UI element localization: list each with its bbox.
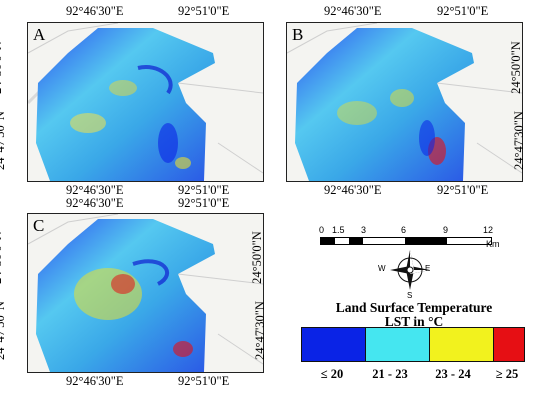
panel-letter-b: B — [292, 25, 304, 44]
lon-label-a-bottom-left: 92°46'30"E — [66, 183, 124, 197]
map-panel-a: A — [27, 22, 264, 182]
scale-tick-9: 9 — [443, 225, 449, 235]
panel-letter-c: C — [33, 216, 45, 235]
legend-label-21-23: 21 - 23 — [372, 367, 408, 381]
lat-label-b-bottom: 24°47'30"N — [511, 111, 526, 170]
lon-label-b-bottom-right: 92°51'0"E — [437, 183, 489, 197]
lat-label-c-right-top: 24°50'0"N — [249, 231, 264, 284]
legend-label-ge25: ≥ 25 — [495, 367, 519, 381]
lat-label-b-top: 24°50'0"N — [508, 41, 523, 94]
lon-label-a-bottom-right: 92°51'0"E — [178, 183, 230, 197]
legend-swatch-23-24 — [429, 327, 495, 362]
scale-tick-6: 6 — [401, 225, 407, 235]
lon-label-c-top-left: 92°46'30"E — [66, 196, 124, 210]
legend-title: Land Surface Temperature — [335, 300, 493, 315]
panel-letter-a: A — [33, 25, 46, 44]
lon-label-a-top-right: 92°51'0"E — [178, 4, 230, 18]
compass-rose-icon — [390, 250, 430, 290]
lon-label-b-bottom-left: 92°46'30"E — [324, 183, 382, 197]
scale-unit: Km — [486, 239, 500, 249]
lon-label-b-top-right: 92°51'0"E — [437, 4, 489, 18]
lon-label-c-bottom-left: 92°46'30"E — [66, 374, 124, 388]
east-label: E — [425, 264, 431, 273]
lst-region — [36, 28, 215, 181]
south-label: S — [407, 291, 413, 300]
lat-label-c-top: 24°50'0"N — [0, 231, 4, 284]
lat-label-c-right-bottom: 24°47'30"N — [252, 301, 267, 360]
lon-label-b-top-left: 92°46'30"E — [324, 4, 382, 18]
legend-swatch-21-23 — [365, 327, 431, 362]
map-panel-c: C — [27, 213, 264, 373]
legend-label-23-24: 23 - 24 — [435, 367, 471, 381]
north-arrow: N S E W — [378, 238, 435, 300]
lon-label-c-top-right: 92°51'0"E — [178, 196, 230, 210]
lon-label-a-top-left: 92°46'30"E — [66, 4, 124, 18]
legend-label-le20: ≤ 20 — [320, 367, 344, 381]
map-panel-b: B — [286, 22, 523, 182]
map-a-graphic — [28, 23, 263, 181]
map-b-graphic — [287, 23, 522, 181]
map-c-graphic — [28, 214, 263, 372]
north-label: N — [407, 238, 413, 247]
legend-swatch-ge25 — [493, 327, 525, 362]
lat-label-c-bottom: 24°47'30"N — [0, 301, 7, 360]
scale-bar — [320, 237, 492, 245]
scale-tick-12: 12 — [483, 225, 494, 235]
lat-label-a-top: 24°50'0"N — [0, 41, 4, 94]
scale-tick-3: 3 — [361, 225, 367, 235]
legend-subtitle: LST in °C — [384, 314, 444, 329]
scale-tick-0: 0 — [319, 225, 325, 235]
west-label: W — [378, 264, 386, 273]
legend-swatch-le20 — [301, 327, 367, 362]
scale-tick-1-5: 1.5 — [332, 225, 345, 235]
lon-label-c-bottom-right: 92°51'0"E — [178, 374, 230, 388]
lat-label-a-bottom: 24°47'30"N — [0, 111, 7, 170]
